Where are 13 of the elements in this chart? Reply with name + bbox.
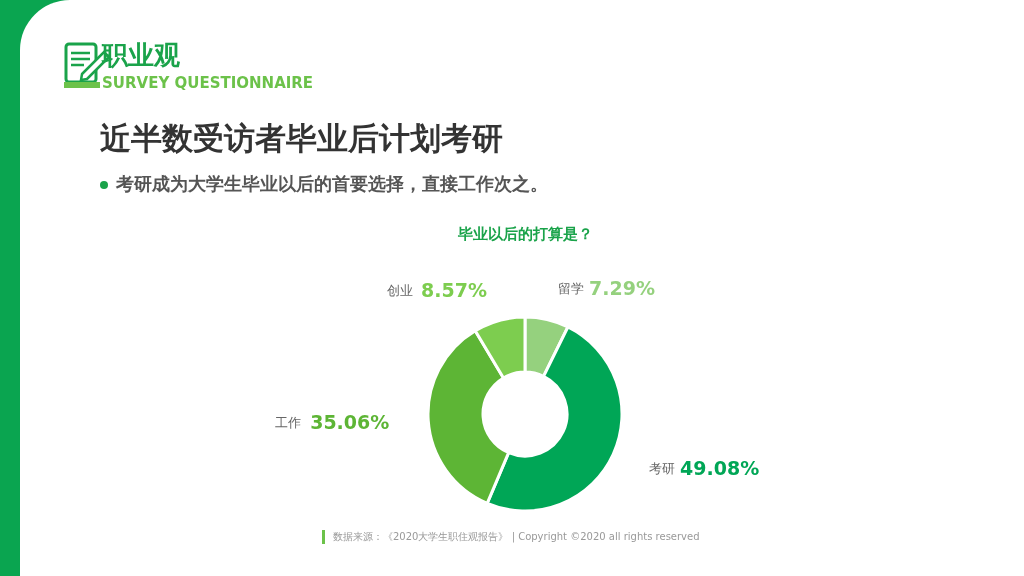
slice-label: 工作 xyxy=(275,415,302,431)
slice-label: 考研 xyxy=(649,460,676,476)
data-label: 35.06% xyxy=(310,411,390,434)
chart-title: 近半数受访者毕业后计划考研 xyxy=(100,119,503,158)
slice-label: 创业 xyxy=(386,282,413,298)
chart-subtitle: 考研成为大学生毕业以后的首要选择，直接工作次之。 xyxy=(100,172,548,196)
data-label: 7.29% xyxy=(589,277,655,300)
text: SURVEY QUESTIONNAIRE xyxy=(102,74,314,92)
text: 毕业以后的打算是？ xyxy=(456,225,593,243)
source-note: 数据来源：《2020大学生职住观报告》 | Copyright ©2020 all rights reserved xyxy=(322,530,700,544)
data-label: 49.08% xyxy=(680,456,760,479)
data-label: 8.57% xyxy=(421,278,487,301)
slice-label: 留学 xyxy=(558,281,585,297)
